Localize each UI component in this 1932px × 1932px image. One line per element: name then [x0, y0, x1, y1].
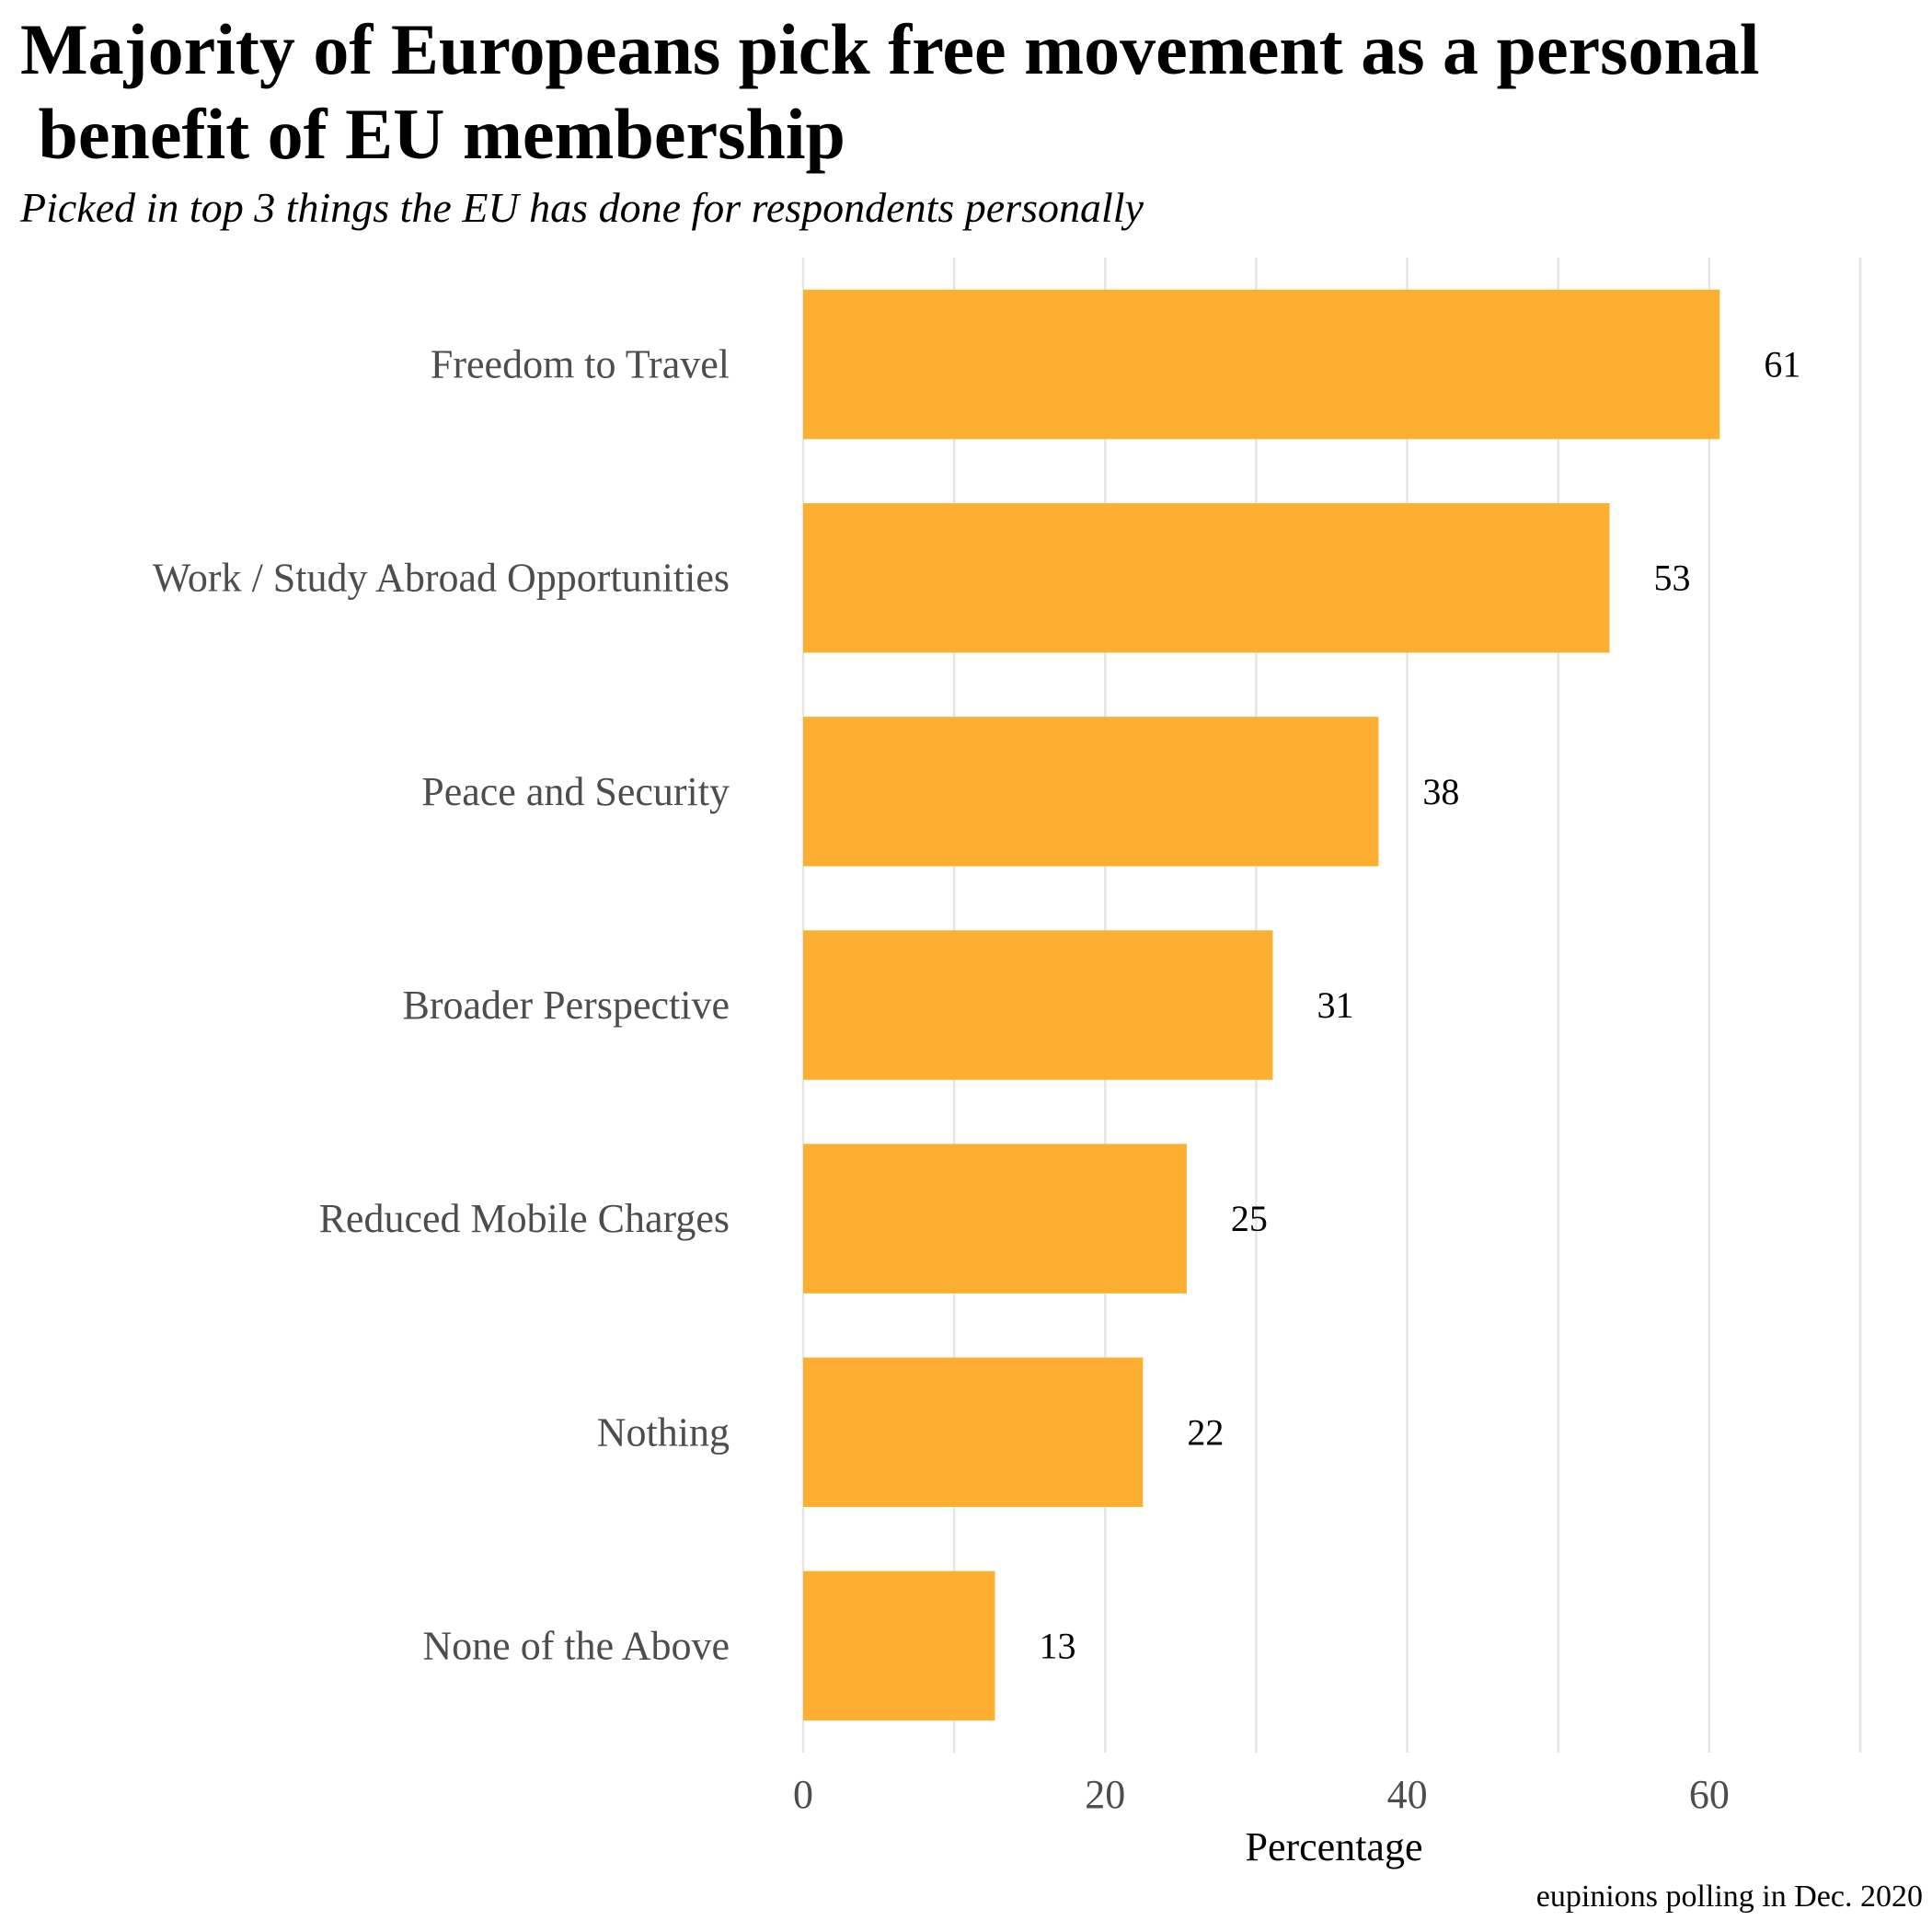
category-label: Work / Study Abroad Opportunities — [153, 556, 730, 601]
category-label: None of the Above — [422, 1623, 730, 1668]
x-tick-label: 40 — [1387, 1772, 1428, 1817]
category-label: Peace and Security — [421, 769, 730, 814]
chart-caption: eupinions polling in Dec. 2020 — [1535, 1880, 1923, 1914]
value-label: 31 — [1317, 984, 1353, 1026]
x-tick-label: 20 — [1085, 1772, 1125, 1817]
category-label: Nothing — [597, 1409, 730, 1455]
x-tick-label: 0 — [793, 1772, 813, 1817]
value-label: 22 — [1187, 1411, 1224, 1453]
bar — [803, 717, 1379, 867]
chart-title: Majority of Europeans pick free movement… — [20, 9, 1760, 174]
x-axis-title: Percentage — [1246, 1824, 1423, 1869]
bar — [803, 1570, 995, 1721]
bar — [803, 502, 1610, 653]
bar — [803, 930, 1273, 1080]
chart-subtitle: Picked in top 3 things the EU has done f… — [20, 184, 1144, 231]
value-label: 25 — [1231, 1198, 1268, 1239]
value-label: 53 — [1654, 558, 1691, 599]
category-label: Reduced Mobile Charges — [319, 1196, 730, 1241]
value-labels: 61 53 38 31 25 22 13 — [1039, 344, 1800, 1667]
bar — [803, 1144, 1187, 1294]
value-label: 38 — [1422, 771, 1459, 812]
bar — [803, 289, 1720, 440]
category-labels: Freedom to Travel Work / Study Abroad Opp… — [153, 342, 730, 1669]
bar — [803, 1357, 1144, 1508]
value-label: 13 — [1039, 1625, 1075, 1666]
category-label: Broader Perspective — [402, 983, 730, 1028]
value-label: 61 — [1764, 344, 1800, 385]
x-axis-ticks: 0 20 40 60 — [793, 1772, 1730, 1817]
bars — [803, 289, 1720, 1721]
category-label: Freedom to Travel — [431, 342, 730, 387]
x-tick-label: 60 — [1689, 1772, 1730, 1817]
